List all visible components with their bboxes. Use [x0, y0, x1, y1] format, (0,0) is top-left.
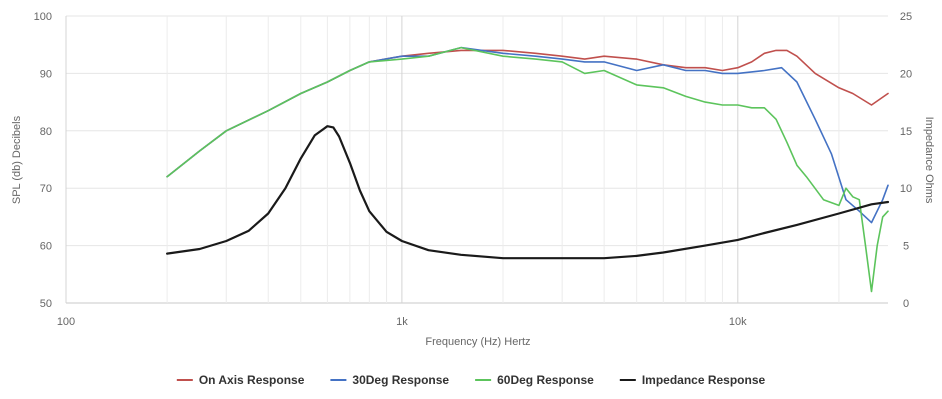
series-layer [166, 46, 890, 293]
y2-tick-label: 25 [900, 11, 912, 23]
legend-label: 60Deg Response [497, 373, 594, 387]
legend-label: 30Deg Response [352, 373, 449, 387]
legend-item-60deg-response[interactable]: 60Deg Response [475, 373, 594, 387]
y2-axis-title: Impedance Ohms [923, 117, 935, 204]
x-tick-label: 1k [396, 316, 408, 328]
legend-label: Impedance Response [642, 373, 766, 387]
grid-layer [65, 15, 888, 304]
legend-item-on-axis-response[interactable]: On Axis Response [176, 373, 305, 387]
y2-tick-label: 10 [900, 183, 912, 195]
y2-tick-label: 20 [900, 68, 912, 80]
x-tick-label: 100 [57, 316, 75, 328]
axis-layer: 50 60 70 80 90 100 0 5 10 15 20 25 100 1k 10k [34, 11, 912, 328]
legend-label: On Axis Response [199, 373, 305, 387]
y-tick-label: 100 [34, 11, 52, 23]
y-tick-label: 90 [40, 68, 52, 80]
y2-tick-label: 0 [903, 298, 909, 310]
x-tick-label: 10k [729, 316, 747, 328]
y-axis-title: SPL (db) Decibels [11, 115, 23, 204]
series-line-impedance-response [166, 125, 890, 260]
y-tick-label: 80 [40, 126, 52, 138]
x-axis-title: Frequency (Hz) Hertz [425, 336, 530, 348]
y2-tick-label: 15 [900, 126, 912, 138]
legend-item-30deg-response[interactable]: 30Deg Response [330, 373, 449, 387]
series-line-60deg-response [166, 46, 889, 293]
y2-tick-label: 5 [903, 241, 909, 253]
legend-item-impedance-response[interactable]: Impedance Response [619, 373, 766, 387]
y-tick-label: 50 [40, 298, 52, 310]
y-tick-label: 60 [40, 241, 52, 253]
y-tick-label: 70 [40, 183, 52, 195]
series-line-on-axis-response [166, 49, 889, 178]
legend: On Axis Response 30Deg Response 60Deg Resp… [176, 373, 766, 387]
